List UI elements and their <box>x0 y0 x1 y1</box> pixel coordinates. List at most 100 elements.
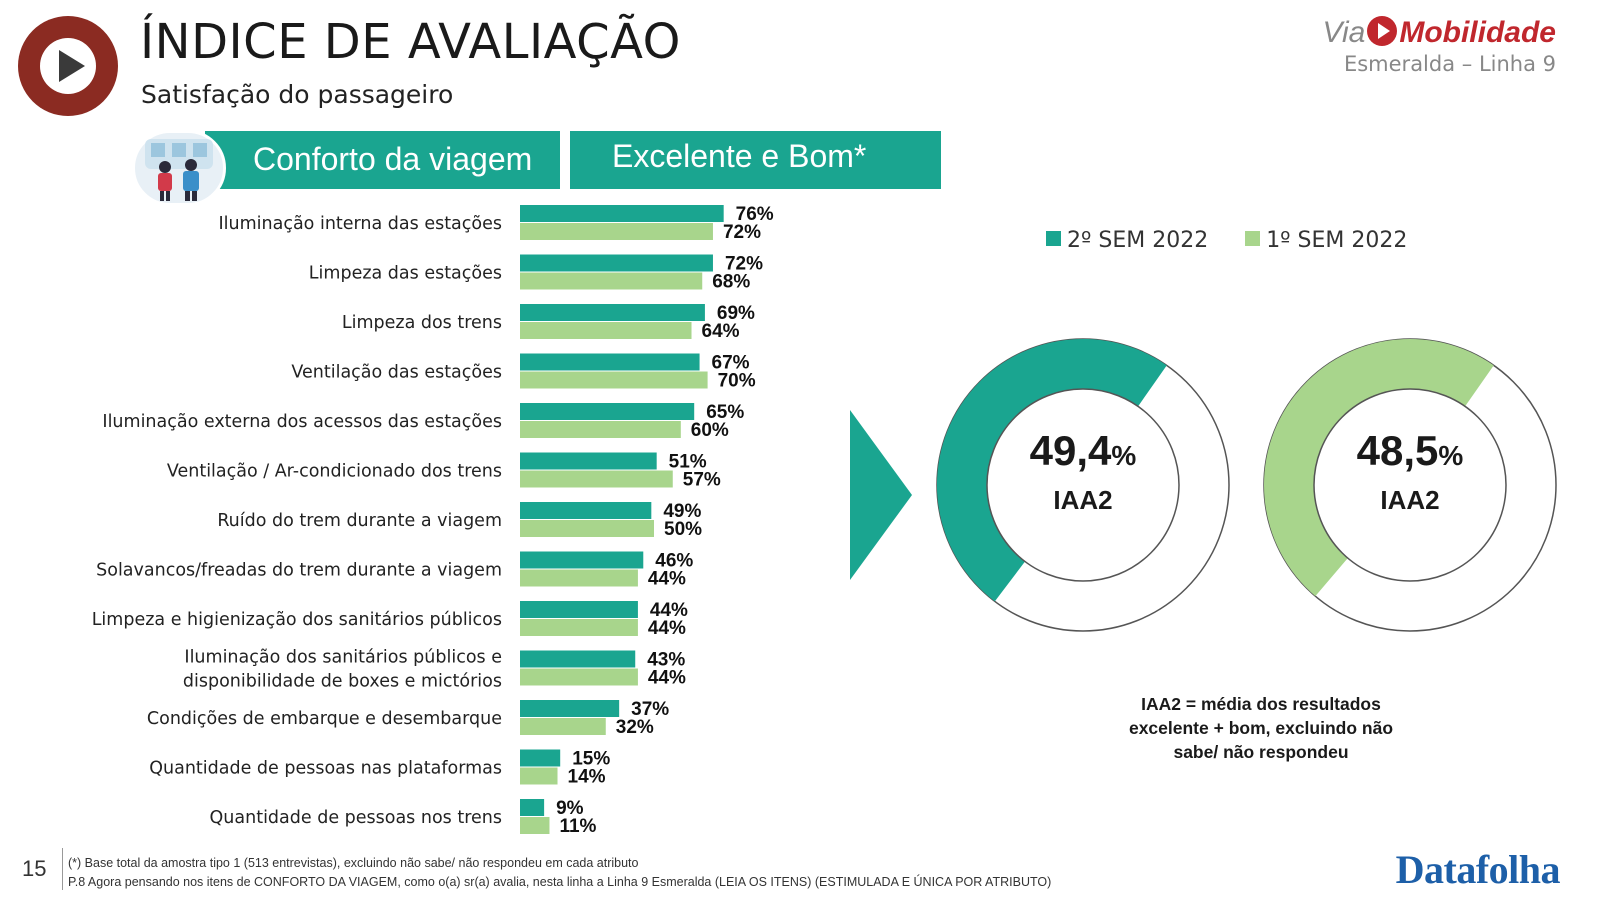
donut-1sem: 48,5% IAA2 <box>1260 335 1560 635</box>
data-label: 64% <box>702 321 740 342</box>
legend-swatch-2sem <box>1046 231 1061 246</box>
bar <box>520 718 606 735</box>
bar <box>520 551 644 569</box>
metric-label: Excelente e Bom* <box>612 138 867 174</box>
data-label: 44% <box>648 668 686 689</box>
page-subtitle: Satisfação do passageiro <box>141 80 454 109</box>
donut-1sem-label: IAA2 <box>1380 485 1440 515</box>
bar <box>520 223 713 240</box>
legend-label-2sem: 2º SEM 2022 <box>1067 228 1209 253</box>
bar <box>520 304 705 321</box>
category-label: Limpeza e higienização dos sanitários pú… <box>92 610 502 630</box>
page-number: 15 <box>22 856 47 881</box>
bar <box>520 205 724 222</box>
data-label: 50% <box>664 519 702 540</box>
donut-1sem-value: 48,5% <box>1260 427 1560 475</box>
category-label: Condições de embarque e desembarque <box>147 709 502 729</box>
data-label: 44% <box>650 600 688 621</box>
iaa2-note-line1: IAA2 = média dos resultados <box>1141 694 1381 714</box>
donut-segment <box>1263 338 1494 597</box>
bar <box>520 322 692 339</box>
data-label: 32% <box>616 717 654 738</box>
brand-logo: Via Mobilidade Esmeralda – Linha 9 <box>1322 16 1556 76</box>
legend: 2º SEM 2022 1º SEM 2022 <box>1046 228 1437 253</box>
category-label: Solavancos/freadas do trem durante a via… <box>96 561 502 581</box>
data-label: 72% <box>725 254 763 275</box>
data-label: 37% <box>631 699 669 720</box>
donut-inner-ring <box>1313 388 1507 582</box>
bar <box>520 650 636 668</box>
bar <box>520 700 620 717</box>
category-label: Ventilação das estações <box>291 363 502 383</box>
bar <box>520 272 703 290</box>
bar <box>520 601 638 618</box>
bar <box>520 371 708 389</box>
data-label: 15% <box>572 749 610 770</box>
bar <box>520 470 673 488</box>
legend-swatch-1sem <box>1245 231 1261 246</box>
bar <box>520 254 713 272</box>
brand-play-icon <box>1367 16 1398 46</box>
category-label: Ruído do trem durante a viagem <box>217 511 502 531</box>
bar <box>520 403 695 420</box>
donut-segment <box>937 339 1167 602</box>
data-label: 67% <box>712 353 750 374</box>
category-label: Ventilação / Ar-condicionado dos trens <box>167 462 502 482</box>
bar <box>520 668 638 686</box>
iaa2-note-line3: sabe/ não respondeu <box>1173 742 1349 762</box>
page-title: ÍNDICE DE AVALIAÇÃO <box>140 14 681 70</box>
bar <box>520 452 657 470</box>
brand-via: Via <box>1322 16 1366 49</box>
data-label: 44% <box>648 569 686 590</box>
category-label: Iluminação externa dos acessos das estaç… <box>102 412 502 432</box>
brand-name: Mobilidade <box>1399 16 1556 49</box>
donut-1sem-pct: % <box>1438 440 1464 471</box>
data-label: 46% <box>655 551 693 572</box>
data-label: 72% <box>723 222 761 243</box>
data-label: 9% <box>556 798 584 819</box>
bar <box>520 520 654 537</box>
data-label: 70% <box>718 371 756 392</box>
donut-2sem-pct: % <box>1111 440 1137 471</box>
bar <box>520 799 545 816</box>
bar <box>520 353 700 371</box>
category-label: Quantidade de pessoas nos trens <box>210 808 502 828</box>
category-label: Limpeza das estações <box>309 264 502 284</box>
donut-1sem-number: 48,5 <box>1356 427 1439 474</box>
legend-item-1sem: 1º SEM 2022 <box>1245 228 1407 253</box>
category-label: Quantidade de pessoas nas plataformas <box>149 759 502 779</box>
bar <box>520 817 550 834</box>
bar <box>520 749 561 767</box>
data-label: 49% <box>663 501 701 522</box>
data-label: 57% <box>683 470 721 491</box>
legend-label-1sem: 1º SEM 2022 <box>1266 228 1408 253</box>
metric-header: Excelente e Bom* <box>570 131 941 189</box>
category-label: Iluminação dos sanitários públicos e <box>184 648 502 668</box>
play-logo-icon <box>18 16 118 116</box>
footnote-base: (*) Base total da amostra tipo 1 (513 en… <box>68 856 639 870</box>
donut-2sem: 49,4% IAA2 <box>933 335 1233 635</box>
data-label: 44% <box>648 618 686 639</box>
category-label: Limpeza dos trens <box>342 313 502 333</box>
data-label: 69% <box>717 303 755 324</box>
data-label: 76% <box>736 205 774 225</box>
data-label: 14% <box>568 767 606 788</box>
bar <box>520 619 638 636</box>
bar <box>520 569 638 587</box>
data-label: 11% <box>559 816 596 837</box>
category-label: disponibilidade de boxes e mictórios <box>183 672 502 692</box>
donut-2sem-label: IAA2 <box>1053 485 1113 515</box>
data-label: 60% <box>691 420 729 441</box>
category-header: Conforto da viagem <box>205 131 560 189</box>
bar-chart: Iluminação interna das estações 76%72%Lim… <box>92 205 774 837</box>
category-label: Conforto da viagem <box>253 141 533 177</box>
donut-2sem-svg <box>936 338 1230 632</box>
datafolha-logo: Datafolha <box>1395 847 1561 892</box>
footnote-question: P.8 Agora pensando nos itens de CONFORTO… <box>68 875 1052 889</box>
footer-divider <box>62 848 63 890</box>
iaa2-note-line2: excelente + bom, excluindo não <box>1128 718 1394 738</box>
donut-1sem-svg <box>1263 338 1557 632</box>
arrow-icon <box>850 410 912 580</box>
legend-item-2sem: 2º SEM 2022 <box>1046 228 1208 253</box>
data-label: 68% <box>712 272 750 293</box>
